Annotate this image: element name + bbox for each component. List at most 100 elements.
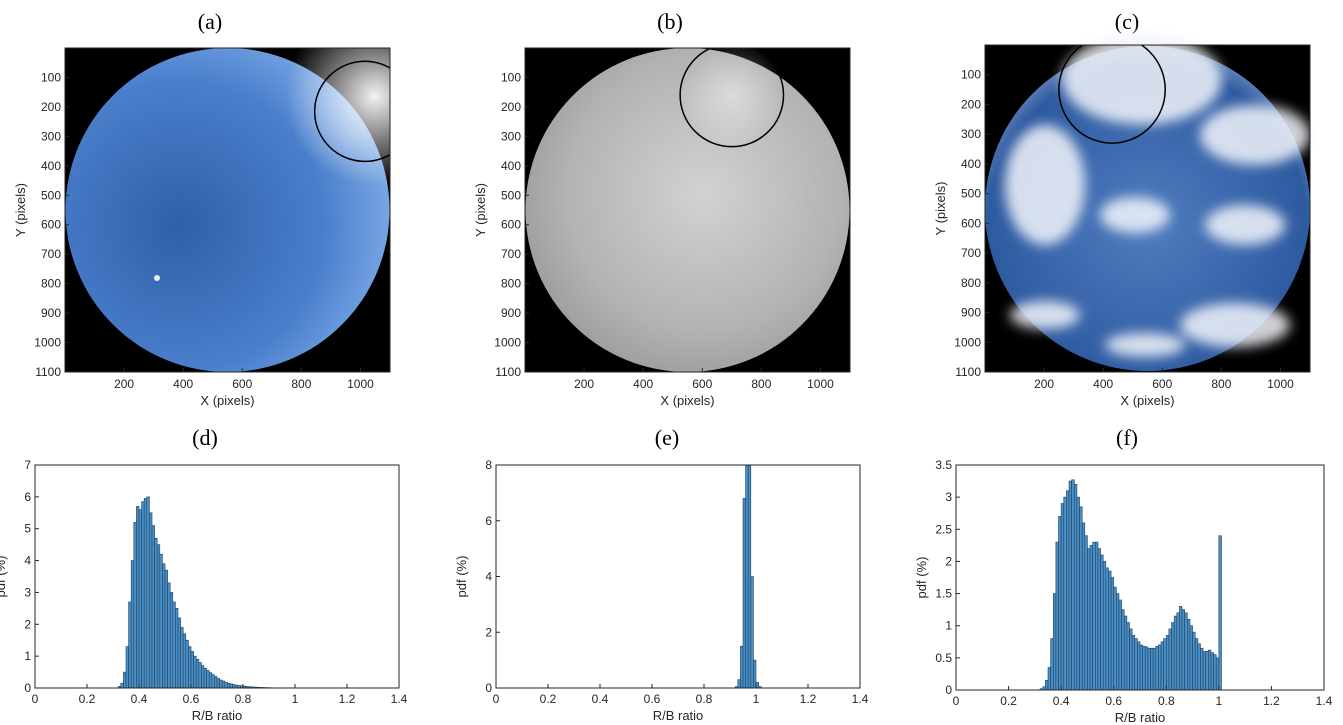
- x-tick-label: 200: [574, 377, 594, 391]
- x-tick-label: 200: [114, 377, 134, 391]
- x-axis-label: R/B ratio: [192, 708, 243, 723]
- y-tick-label: 300: [501, 129, 521, 143]
- x-tick-label: 600: [1152, 377, 1172, 391]
- y-tick-label: 0.5: [935, 651, 952, 665]
- histogram-bar: [1123, 615, 1128, 691]
- x-tick-label: 600: [692, 377, 712, 391]
- histogram-bar: [193, 655, 197, 689]
- histogram-bar: [1208, 649, 1212, 691]
- y-tick-label: 100: [961, 68, 981, 82]
- histogram-bar: [1181, 609, 1185, 691]
- histogram-bar: [221, 680, 226, 689]
- y-tick-label: 8: [485, 458, 492, 472]
- x-axis-label: X (pixels): [660, 393, 714, 408]
- histogram-bar: [136, 506, 140, 689]
- y-tick-label: 900: [41, 306, 61, 320]
- histogram-bar: [1194, 638, 1199, 691]
- histogram-bar: [1073, 483, 1078, 691]
- y-tick-label: 400: [41, 159, 61, 173]
- histogram-bar: [1118, 599, 1122, 691]
- y-tick-label: 3.5: [935, 458, 952, 472]
- histogram-bar: [1076, 496, 1080, 691]
- x-tick-label: 1000: [1267, 377, 1294, 391]
- axes-frame: [524, 47, 851, 373]
- histogram-bar: [1134, 638, 1138, 691]
- sky-image-panel: (c) 200 400 600 800 1000 100 200 300 400 500 600 700…: [933, 9, 1311, 408]
- x-axis-label: X (pixels): [200, 393, 254, 408]
- cloud: [1100, 197, 1170, 233]
- axes-frame: [64, 47, 391, 373]
- x-tick-label: 600: [232, 377, 252, 391]
- histogram-bar: [1092, 541, 1096, 691]
- axes-frame: [495, 464, 861, 689]
- y-tick-label: 1000: [494, 336, 521, 350]
- histogram-bar: [190, 651, 194, 689]
- y-tick-label: 800: [961, 276, 981, 290]
- histogram-bar: [206, 670, 210, 689]
- histogram-bar: [232, 684, 236, 689]
- sun-region-circle: [1058, 45, 1166, 144]
- x-axis-label: R/B ratio: [653, 708, 704, 723]
- y-tick-label: 6: [24, 490, 31, 504]
- histogram-bar: [227, 682, 231, 689]
- histogram-bar: [1079, 506, 1083, 691]
- histogram-bar: [123, 671, 127, 689]
- y-axis-label: Y (pixels): [933, 182, 948, 236]
- y-tick-label: 2.5: [935, 522, 952, 536]
- histogram-bar: [219, 679, 223, 689]
- y-axis-label: pdf (%): [454, 556, 469, 598]
- histogram-bar: [159, 553, 163, 689]
- y-tick-label: 1000: [954, 335, 981, 349]
- histogram-bar: [1189, 625, 1193, 691]
- histogram-bar: [1095, 541, 1099, 691]
- y-tick-label: 800: [501, 277, 521, 291]
- y-tick-label: 0: [945, 683, 952, 697]
- x-tick-label: 1.2: [1263, 694, 1280, 708]
- histogram-bar: [1144, 646, 1149, 691]
- x-tick-label: 0.2: [540, 692, 557, 706]
- histogram-bar: [1137, 641, 1141, 691]
- y-tick-label: 3: [24, 585, 31, 599]
- histogram-panels: (d) 0 0.2 0.4 0.6 0.8 1 1.2 1.4 0 1 2 3 4 5 6 7 R/B ratio…: [0, 425, 1333, 725]
- histogram-bar: [1089, 545, 1093, 691]
- histogram-bars: [734, 464, 762, 689]
- y-axis-label: pdf (%): [914, 557, 929, 599]
- x-tick-label: 1000: [807, 377, 834, 391]
- histogram-bar: [1179, 606, 1183, 691]
- x-tick-label: 0.6: [183, 692, 200, 706]
- histogram-bar: [1105, 567, 1109, 691]
- histogram-bar: [1192, 631, 1196, 691]
- histogram-bar: [1210, 652, 1214, 691]
- histogram-bar: [1126, 622, 1130, 691]
- histogram-bar: [1047, 667, 1051, 691]
- histogram-bar: [1052, 593, 1057, 691]
- histogram-bar: [742, 498, 746, 689]
- axes-frame: [34, 464, 400, 689]
- x-tick-label: 0.6: [644, 692, 661, 706]
- cloud: [1010, 301, 1080, 329]
- histogram-bar: [229, 683, 233, 689]
- histogram-bar: [1158, 644, 1162, 691]
- x-tick-label: 0.4: [1053, 694, 1070, 708]
- y-tick-label: 1: [945, 619, 952, 633]
- y-tick-label: 500: [41, 188, 61, 202]
- histogram-bar: [143, 498, 148, 689]
- y-tick-label: 300: [41, 129, 61, 143]
- x-tick-label: 1.4: [1316, 694, 1333, 708]
- y-tick-label: 2: [485, 625, 492, 639]
- x-tick-label: 800: [751, 377, 771, 391]
- x-tick-label: 800: [291, 377, 311, 391]
- image-panels: (a) 200 400 600 800 1000 100 200 300 400 500 600 700…: [13, 6, 1311, 408]
- histogram-bar: [753, 659, 757, 689]
- y-tick-label: 100: [501, 70, 521, 84]
- y-tick-label: 100: [41, 70, 61, 84]
- histogram-bar: [125, 646, 129, 689]
- histogram-bar: [1155, 645, 1159, 691]
- histogram-bar: [138, 509, 142, 689]
- histogram-bar: [208, 672, 213, 689]
- y-tick-label: 0: [24, 681, 31, 695]
- y-tick-label: 400: [501, 159, 521, 173]
- y-tick-label: 4: [24, 554, 31, 568]
- histogram-bar: [195, 659, 200, 689]
- y-tick-label: 1: [24, 649, 31, 663]
